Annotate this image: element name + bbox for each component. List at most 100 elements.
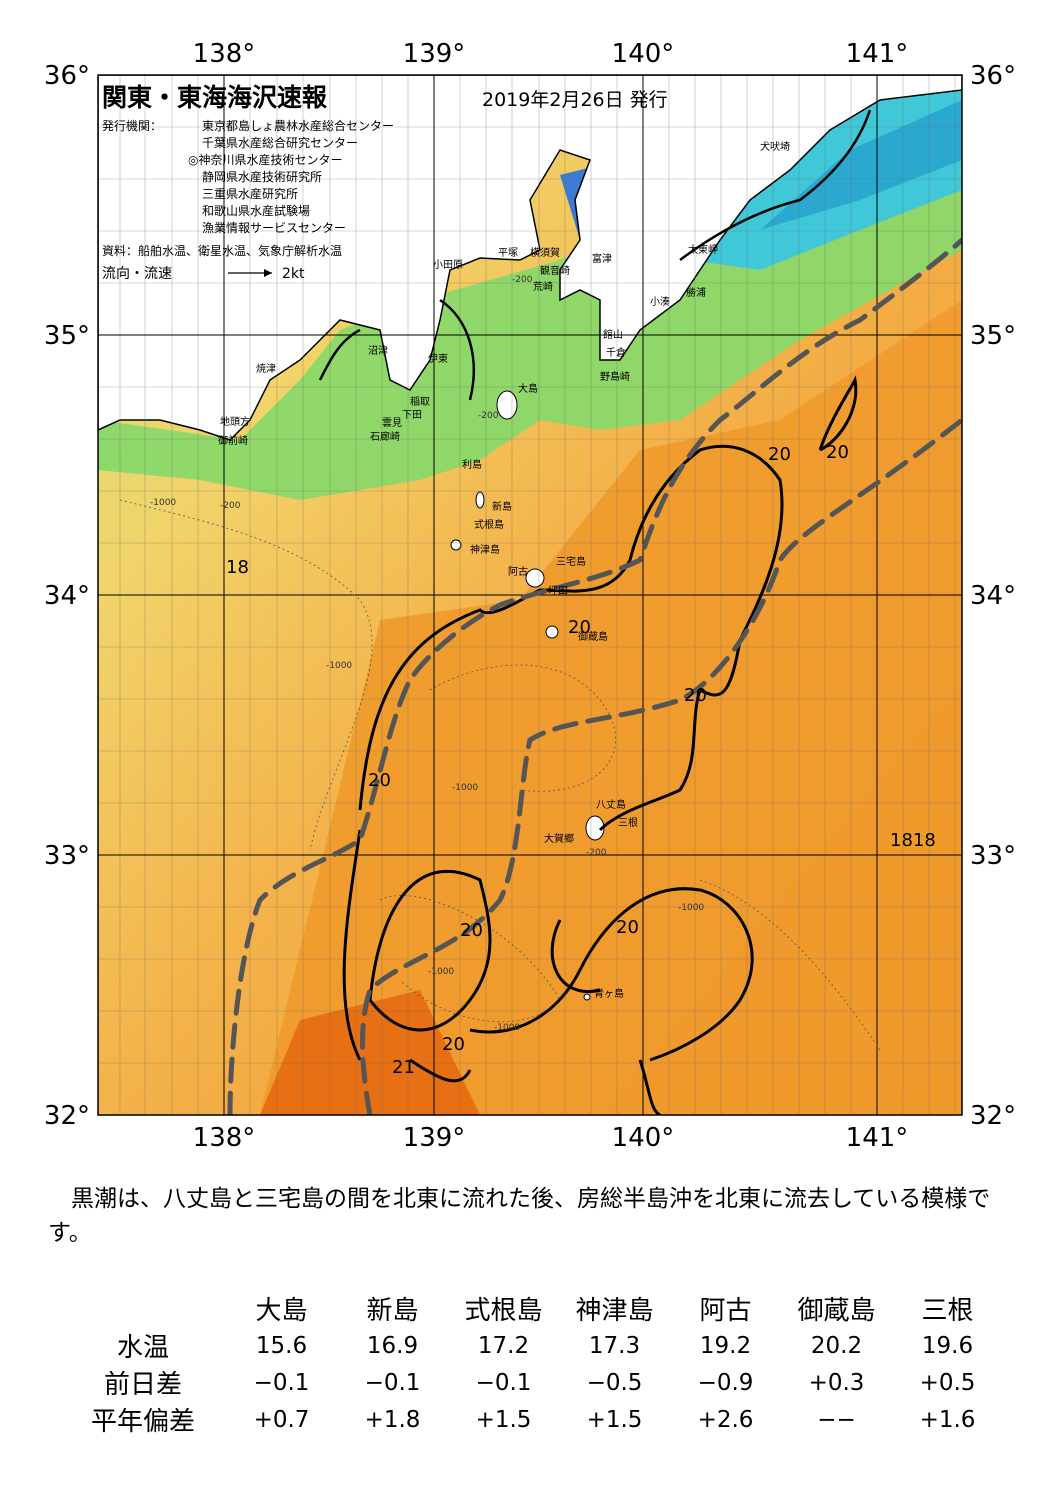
issuer-item: 千葉県水産総合研究センター bbox=[202, 135, 358, 150]
table-cell: 17.2 bbox=[477, 1332, 530, 1359]
place-name: 沼津 bbox=[368, 344, 388, 357]
table-cell: 20.2 bbox=[810, 1332, 863, 1359]
depth-label: -1000 bbox=[428, 967, 454, 977]
issuer-item: 和歌山県水産試験場 bbox=[202, 203, 310, 218]
place-name: 青ヶ島 bbox=[594, 987, 624, 1000]
depth-label: -1000 bbox=[452, 783, 478, 793]
table-cell: 19.2 bbox=[699, 1332, 752, 1359]
place-name: 野島崎 bbox=[600, 370, 630, 383]
place-name: 平塚 bbox=[498, 247, 518, 259]
column-header: 神津島 bbox=[575, 1296, 654, 1326]
temperature-label: 20 bbox=[826, 442, 849, 463]
oshima-island bbox=[496, 390, 518, 420]
place-name: 勝浦 bbox=[686, 286, 706, 299]
lat-tick-left: 34° bbox=[44, 581, 90, 611]
place-name: 石廊崎 bbox=[370, 430, 400, 443]
table-cell: −0.1 bbox=[364, 1369, 421, 1396]
legend-arrowhead-icon bbox=[264, 269, 272, 277]
land-mass bbox=[98, 75, 962, 441]
depth-label: -1000 bbox=[150, 498, 176, 508]
issuer-item: ◎神奈川県水産技術センター bbox=[188, 152, 342, 167]
table-cell: +2.6 bbox=[697, 1406, 754, 1433]
aogashima-island bbox=[583, 993, 591, 1001]
lat-tick-right: 36° bbox=[970, 61, 1016, 91]
sea-condition-map: 138° 139° 140° 141° 138° 139° 140° 141° … bbox=[44, 39, 1016, 1153]
place-name: 御蔵島 bbox=[578, 630, 608, 643]
table-cell: +0.7 bbox=[253, 1406, 310, 1433]
table-header-row: 大島 新島 式根島 神津島 阿古 御蔵島 三根 bbox=[60, 1290, 1003, 1327]
place-name: 坪田 bbox=[548, 584, 568, 597]
place-name: 阿古 bbox=[508, 565, 528, 578]
place-name: 雲見 bbox=[382, 417, 402, 429]
lat-tick-left: 32° bbox=[44, 1101, 90, 1131]
table-cell: 19.6 bbox=[921, 1332, 974, 1359]
place-name: 三宅島 bbox=[556, 555, 586, 568]
issuer-item: 三重県水産研究所 bbox=[202, 186, 298, 201]
place-name: 太東岬 bbox=[688, 243, 718, 256]
place-name: 館山 bbox=[603, 328, 623, 341]
warm-water-region bbox=[260, 300, 962, 1115]
temperature-label: 20 bbox=[616, 917, 639, 938]
kuroshio-axis bbox=[227, 237, 962, 1115]
place-name: 荒崎 bbox=[533, 280, 553, 293]
depth-label: -200 bbox=[586, 848, 607, 858]
place-labels: 犬吠埼 太東岬 勝浦 小湊 館山 千倉 野島崎 富津 横須賀 観音崎 荒崎 平塚… bbox=[218, 140, 790, 1000]
issuer-block: 発行機関： 東京都島しょ農林水産総合センター 千葉県水産総合研究センター ◎神奈… bbox=[102, 118, 394, 258]
lon-tick-top: 138° bbox=[193, 39, 256, 69]
lat-tick-left: 36° bbox=[44, 61, 90, 91]
legend-speed: 2kt bbox=[282, 266, 305, 282]
row-header: 平年偏差 bbox=[90, 1407, 195, 1437]
place-name: 大賀郷 bbox=[544, 832, 574, 845]
temperature-label: 18 bbox=[226, 557, 249, 578]
warmest-water-region bbox=[260, 990, 480, 1115]
coastal-blue-band bbox=[760, 100, 962, 230]
place-name: 伊東 bbox=[428, 352, 448, 365]
summary-text-block: 黒潮は、八丈島と三宅島の間を北東に流れた後、房総半島沖を北東に流去している模様で… bbox=[48, 1182, 1008, 1250]
niijima-island bbox=[475, 491, 485, 509]
map-title: 関東・東海海沢速報 bbox=[102, 83, 328, 112]
table-cell: 15.6 bbox=[255, 1332, 308, 1359]
table-cell: +1.8 bbox=[364, 1406, 421, 1433]
row-header: 水温 bbox=[116, 1333, 169, 1363]
place-name: 神津島 bbox=[470, 543, 500, 556]
lat-tick-right: 33° bbox=[970, 841, 1016, 871]
lon-tick-top: 139° bbox=[403, 39, 466, 69]
lon-tick-top: 140° bbox=[612, 39, 675, 69]
depth-label: -200 bbox=[220, 501, 241, 511]
lon-tick-bottom: 139° bbox=[403, 1123, 466, 1153]
place-name: 小田原 bbox=[433, 259, 463, 271]
lon-tick-bottom: 140° bbox=[612, 1123, 675, 1153]
table-cell: +1.5 bbox=[586, 1406, 643, 1433]
map-frame bbox=[97, 74, 963, 1116]
mikurajima-island bbox=[545, 625, 559, 639]
table-cell: −− bbox=[817, 1406, 856, 1433]
table-cell: 16.9 bbox=[366, 1332, 419, 1359]
temperature-label: 20 bbox=[368, 770, 391, 791]
temperature-labels: 20 20 18 20 20 20 20 20 20 21 1818 bbox=[226, 442, 936, 1078]
table-cell: −0.1 bbox=[253, 1369, 310, 1396]
lon-tick-top: 141° bbox=[846, 39, 909, 69]
place-name: 稲取 bbox=[410, 396, 430, 408]
issuer-item: 漁業情報サービスセンター bbox=[202, 221, 346, 235]
column-header: 式根島 bbox=[464, 1296, 543, 1326]
column-header: 三根 bbox=[921, 1296, 974, 1326]
major-grid-lines bbox=[98, 75, 962, 1115]
table-cell: −0.9 bbox=[697, 1369, 754, 1396]
lat-tick-right: 34° bbox=[970, 581, 1016, 611]
place-name: 焼津 bbox=[256, 363, 276, 375]
place-name: 小湊 bbox=[650, 295, 670, 308]
summary-text: 黒潮は、八丈島と三宅島の間を北東に流れた後、房総半島沖を北東に流去している模様で… bbox=[48, 1186, 991, 1246]
table-cell: +1.5 bbox=[475, 1406, 532, 1433]
miyakejima-island bbox=[525, 568, 545, 588]
observation-table: 大島 新島 式根島 神津島 阿古 御蔵島 三根 水温 15.6 16.9 17.… bbox=[60, 1290, 1003, 1438]
temperature-label: 21 bbox=[392, 1057, 415, 1078]
lon-tick-bottom: 138° bbox=[193, 1123, 256, 1153]
kozushima-island bbox=[450, 539, 462, 551]
column-header: 新島 bbox=[366, 1296, 419, 1326]
place-name: 御前崎 bbox=[218, 434, 248, 447]
issuer-item: 静岡県水産技術研究所 bbox=[202, 169, 322, 184]
temperature-label: 20 bbox=[442, 1034, 465, 1055]
depth-label: -200 bbox=[512, 275, 533, 285]
depth-label: -1000 bbox=[678, 903, 704, 913]
table-corner bbox=[60, 1290, 226, 1327]
